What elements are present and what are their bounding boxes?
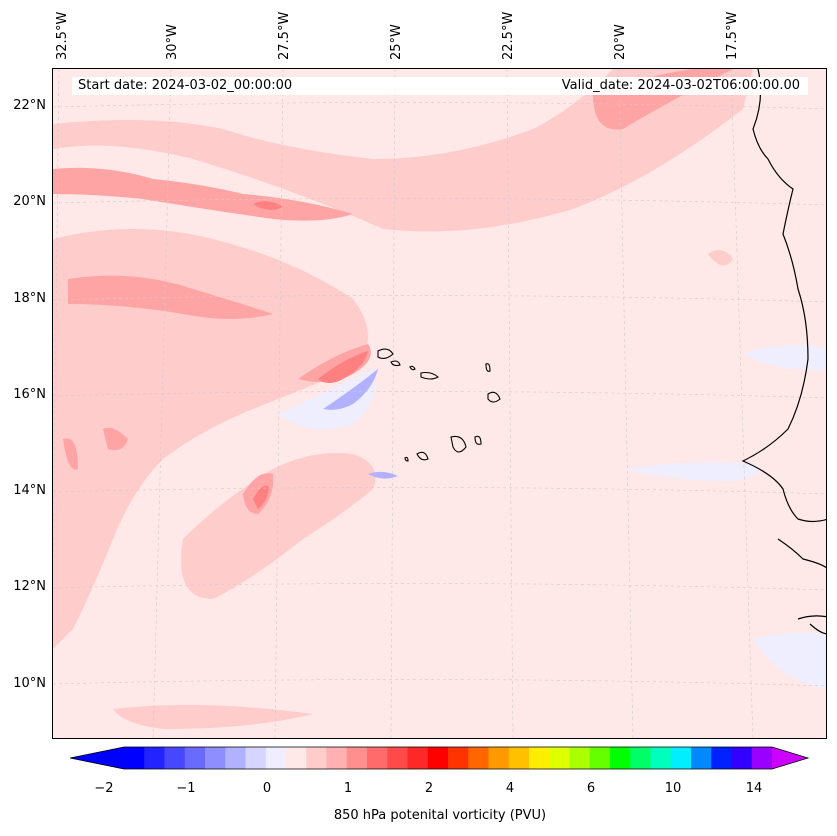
colorbar-segment [488,747,510,769]
coastline [741,69,826,635]
colorbar-outline [70,746,810,770]
pv-negative-spots [323,369,398,479]
colorbar-segment [610,747,631,769]
colorbar-segment [569,747,591,769]
colorbar-segment [306,747,327,769]
lat-label: 20°N [13,194,46,209]
colorbar-segment [265,747,287,769]
colorbar-segment [630,747,651,769]
colorbar-segment [589,747,611,769]
colorbar-segment [387,747,408,769]
lat-label: 14°N [13,483,46,498]
colorbar-segment [245,747,267,769]
colorbar-segment [346,747,368,769]
colorbar-tick-label: 14 [745,781,763,796]
colorbar-segment [124,747,145,769]
lat-label: 16°N [13,387,46,402]
start-date-label: Start date: 2024-03-02_00:00:00 [78,78,293,93]
colorbar-tick-label: 6 [586,781,596,796]
colorbar-tick-label: −2 [94,781,114,796]
colorbar-segment [225,747,246,769]
negative-pv-patches [163,122,826,689]
colorbar-segment [751,747,773,769]
lat-label: 22°N [13,98,46,113]
colorbar-segment [529,747,550,769]
pv-field-map [53,69,826,738]
lon-label: 27.5°W [277,11,292,60]
valid-date-label: Valid_date: 2024-03-02T06:00:00.00 [561,78,800,93]
colorbar [70,746,810,770]
cape-verde-islands [377,348,501,462]
lon-label: 17.5°W [725,11,740,60]
colorbar-tick-label: −1 [176,781,196,796]
lon-label: 30°W [165,24,180,60]
pv-core-dark [253,201,368,509]
colorbar-segment [326,747,348,769]
colorbar-segment [691,747,712,769]
graticule [53,69,826,738]
colorbar-segment [407,747,429,769]
info-bar: Start date: 2024-03-02_00:00:00 Valid_da… [72,77,808,95]
colorbar-segment [427,747,449,769]
colorbar-segment [184,747,206,769]
lon-label: 32.5°W [55,11,70,60]
colorbar-segment [468,747,489,769]
lat-label: 12°N [13,579,46,594]
lat-label: 10°N [13,676,46,691]
colorbar-tick-label: 1 [343,781,353,796]
colorbar-tick-label: 2 [424,781,434,796]
colorbar-segment [164,747,186,769]
colorbar-segment [144,747,165,769]
colorbar-tick-label: 0 [262,781,272,796]
colorbar-segment [731,747,753,769]
colorbar-segment [711,747,732,769]
colorbar-tick-label: 10 [664,781,682,796]
colorbar-segment [448,747,469,769]
colorbar-tick-label: 4 [505,781,515,796]
colorbar-variable-label: 850 hPa potenital vorticity (PVU) [333,808,547,823]
colorbar-segment [650,747,672,769]
pv-band-light [53,69,753,729]
lat-label: 18°N [13,291,46,306]
colorbar-segment [205,747,226,769]
colorbar-segment [367,747,388,769]
lon-label: 25°W [389,24,404,60]
colorbar-segment [670,747,692,769]
colorbar-extend-min [70,747,124,769]
colorbar-segment [508,747,530,769]
colorbar-segment [549,747,570,769]
map-frame [52,68,827,739]
colorbar-segment [286,747,307,769]
lon-label: 22.5°W [501,11,516,60]
lon-label: 20°W [613,24,628,60]
colorbar-extend-max [772,747,808,769]
